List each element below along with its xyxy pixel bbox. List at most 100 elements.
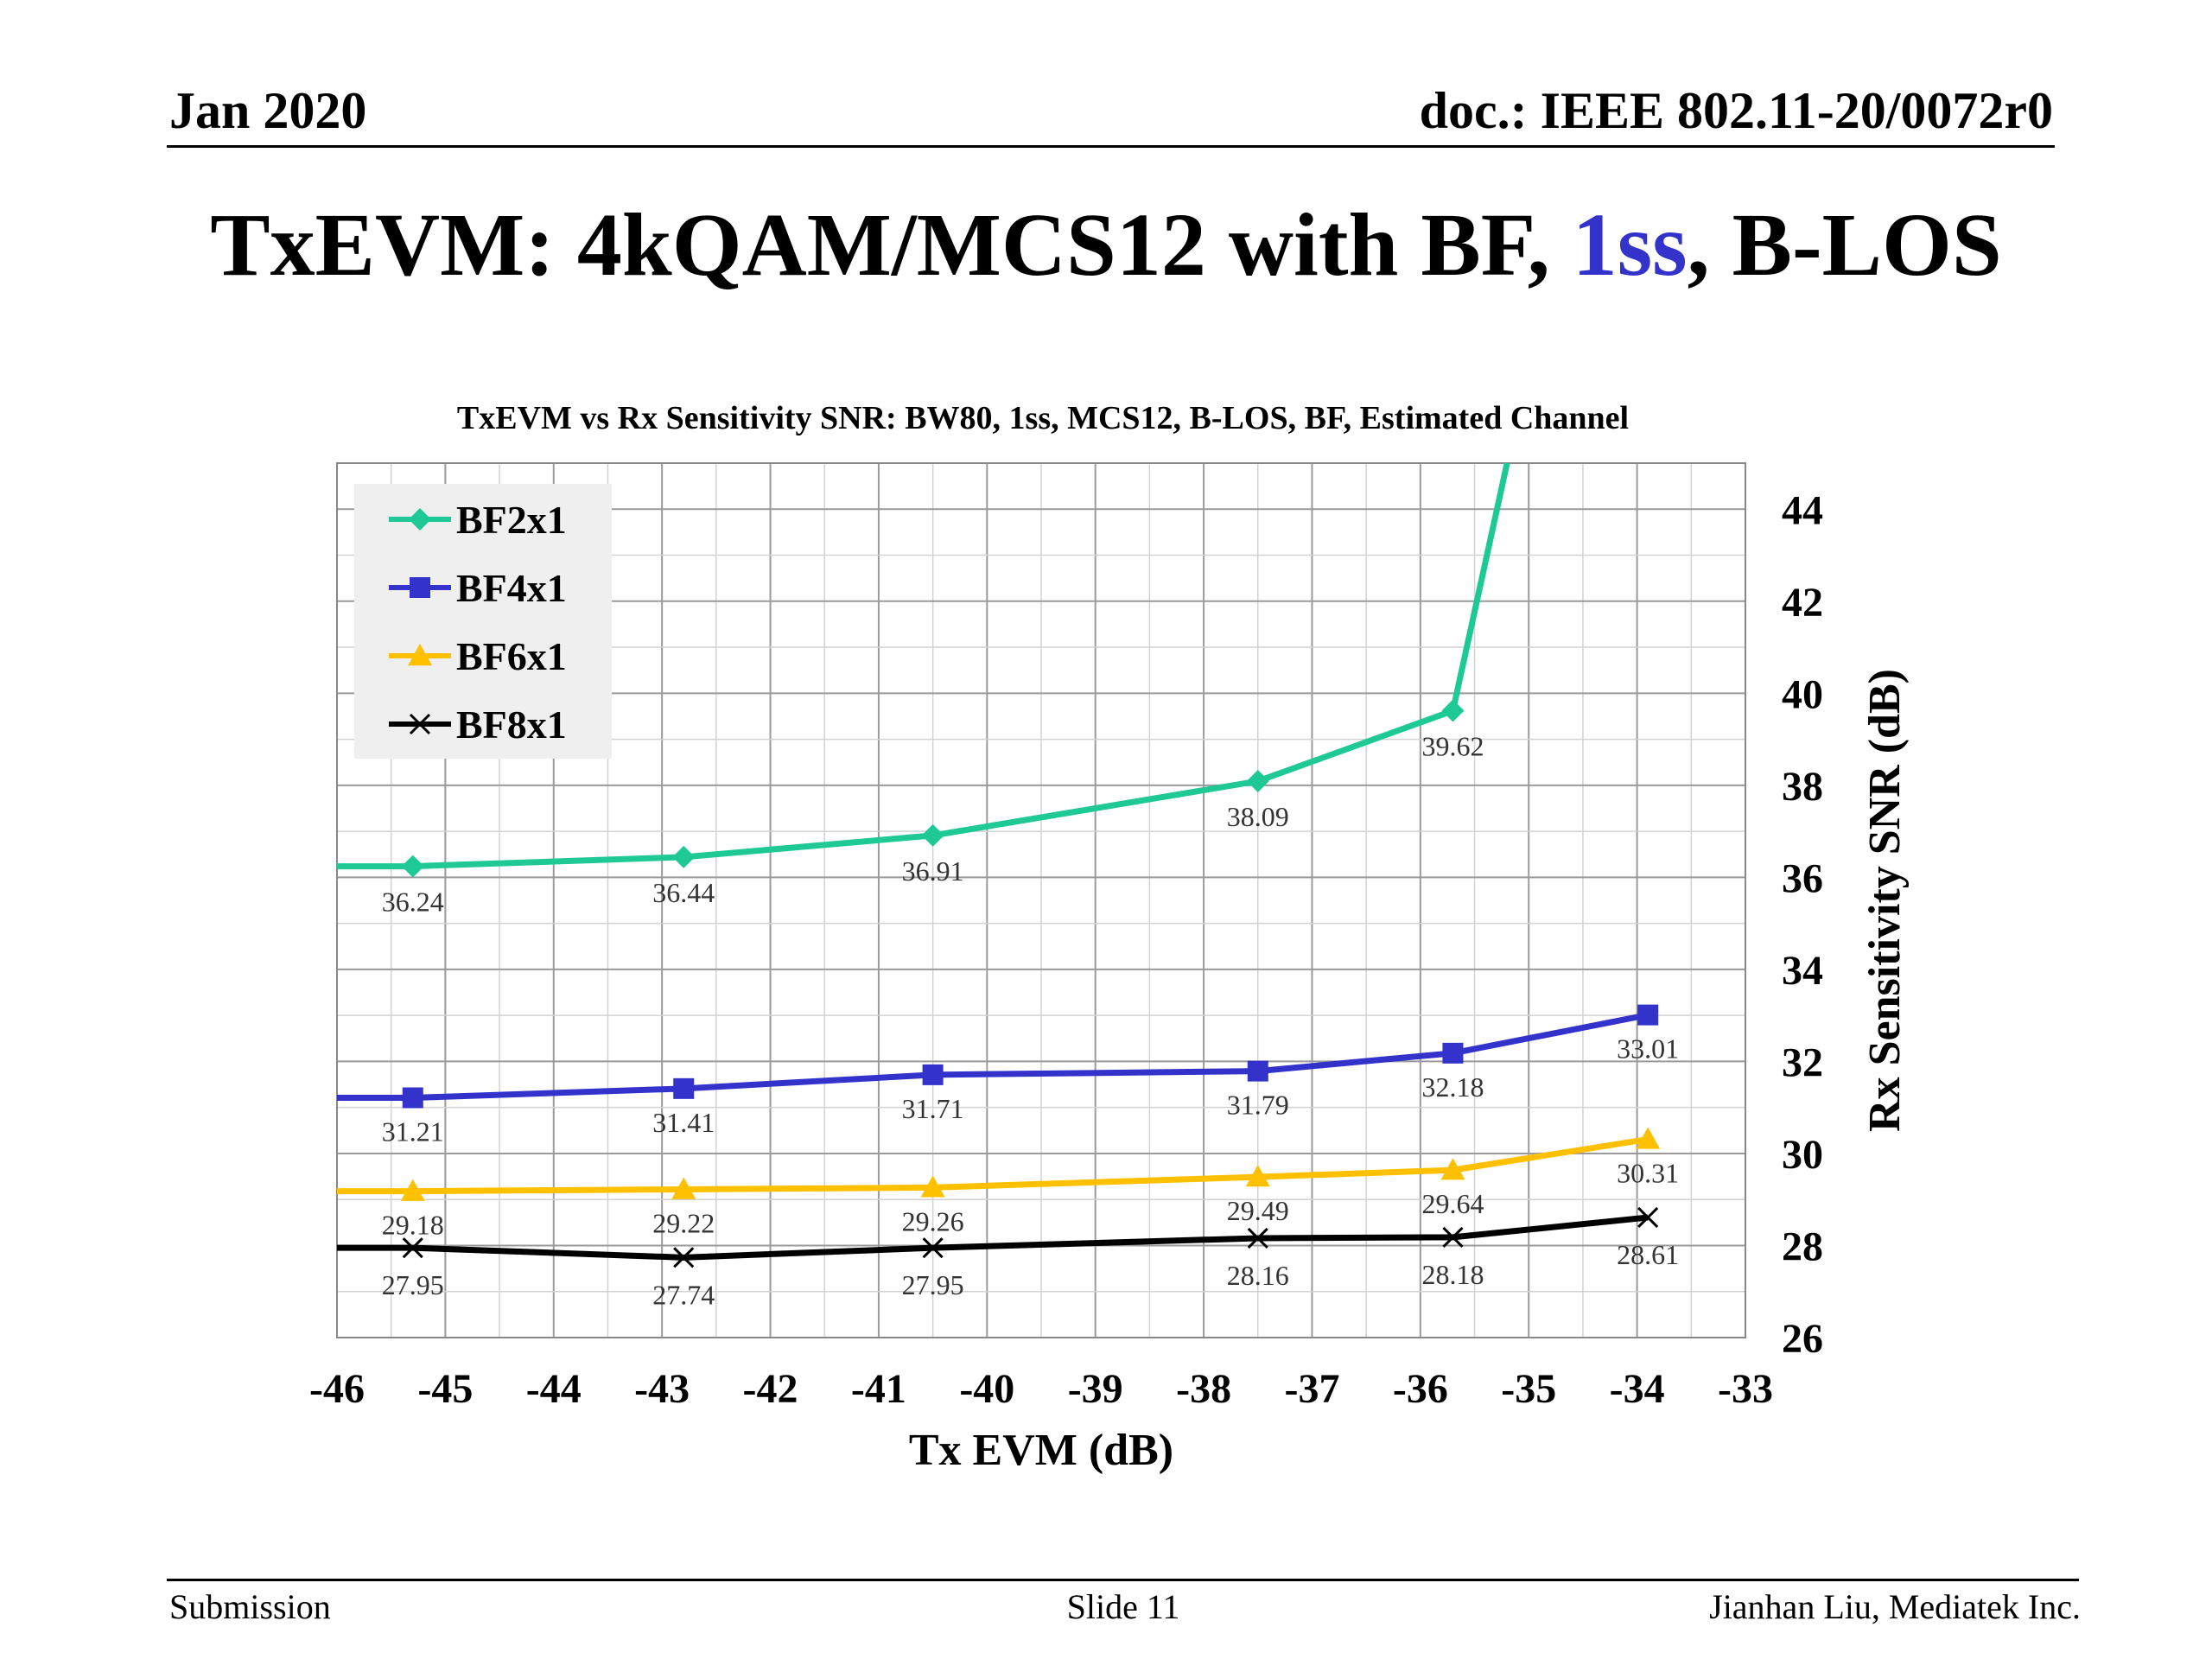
y-tick-label: 42	[1782, 580, 1823, 626]
data-label: 38.09	[1227, 801, 1289, 832]
y-tick-label: 34	[1782, 948, 1823, 994]
x-tick-label: -42	[743, 1366, 798, 1412]
data-point-triangle	[1440, 1158, 1465, 1180]
plot-area-border	[336, 462, 1746, 1338]
slide-title-accent: 1ss	[1572, 195, 1688, 295]
header-date: Jan 2020	[169, 82, 367, 139]
data-point-x	[1637, 1206, 1659, 1229]
legend-label: BF4x1	[456, 566, 567, 610]
x-axis-label: Tx EVM (dB)	[909, 1426, 1173, 1475]
data-point-x	[1442, 1226, 1464, 1248]
data-point-triangle	[671, 1177, 696, 1199]
data-point-square	[922, 1064, 944, 1085]
x-tick-label: -41	[851, 1366, 906, 1412]
y-tick-label: 32	[1782, 1039, 1823, 1085]
data-point-triangle	[1636, 1127, 1661, 1149]
data-label: 31.71	[902, 1093, 964, 1124]
data-label: 28.18	[1421, 1259, 1484, 1290]
slide-title-main: TxEVM: 4kQAM/MCS12 with BF,	[210, 195, 1573, 295]
footer-author: Jianhan Liu, Mediatek Inc.	[1709, 1587, 2081, 1626]
legend-label: BF8x1	[456, 702, 567, 747]
data-point-triangle	[408, 644, 432, 666]
x-tick-label: -44	[526, 1366, 582, 1412]
data-point-diamond	[1441, 699, 1465, 722]
data-point-diamond	[1246, 770, 1269, 793]
data-point-x	[673, 1247, 695, 1268]
x-tick-label: -46	[309, 1366, 365, 1412]
data-point-triangle	[400, 1179, 425, 1201]
data-label: 27.95	[902, 1269, 964, 1300]
data-label: 31.79	[1227, 1090, 1289, 1121]
data-label: 27.95	[382, 1269, 444, 1300]
footer-submission: Submission	[169, 1587, 331, 1626]
data-label: 29.22	[652, 1207, 715, 1238]
slide-title: TxEVM: 4kQAM/MCS12 with BF, 1ss, B-LOS	[0, 200, 2212, 290]
series-bf2x1: 36.24 36.44 36.91 38.09 39.62	[337, 463, 1510, 918]
chart-legend: BF2x1 BF4x1 BF6x1 BF8x1	[354, 484, 612, 759]
chart-series: 36.24 36.44 36.91 38.09 39.62 31.21 31.41 31.71…	[337, 463, 1679, 1310]
y-tick-label: 40	[1782, 671, 1823, 717]
y-tick-label: 30	[1782, 1132, 1823, 1178]
legend-item-bf2x1: BF2x1	[389, 498, 567, 542]
x-axis: -46 -45 -44 -43 -42 -41 -40 -39 -38 -37 -36 -35 -34 -…	[309, 1366, 1773, 1412]
data-point-triangle	[1245, 1165, 1270, 1187]
footer-slide-number: Slide 11	[1066, 1587, 1180, 1626]
data-point-square	[402, 1087, 423, 1109]
x-tick-label: -40	[959, 1366, 1014, 1412]
series-bf6x1: 29.18 29.22 29.26 29.49 29.64 30.31	[337, 1127, 1679, 1241]
x-tick-label: -43	[634, 1366, 690, 1412]
data-label: 36.24	[382, 887, 444, 918]
data-label: 31.21	[382, 1116, 444, 1147]
data-point-x	[1247, 1227, 1268, 1249]
data-label: 39.62	[1421, 731, 1484, 762]
data-label: 28.16	[1227, 1260, 1289, 1291]
x-tick-label: -39	[1068, 1366, 1123, 1412]
x-tick-label: -35	[1501, 1366, 1556, 1412]
data-label: 29.49	[1227, 1195, 1289, 1226]
data-point-square	[673, 1077, 695, 1099]
footer-divider	[167, 1579, 2079, 1581]
data-label: 30.31	[1617, 1157, 1679, 1188]
y-tick-label: 28	[1782, 1224, 1823, 1269]
data-point-square	[1247, 1060, 1268, 1082]
legend-item-bf8x1: BF8x1	[389, 702, 567, 747]
data-label: 27.74	[652, 1279, 715, 1310]
data-label: 32.18	[1421, 1071, 1484, 1103]
slide-title-tail: , B-LOS	[1687, 195, 2002, 295]
y-axis-label: Rx Sensitivity SNR (dB)	[1860, 669, 1910, 1132]
header-divider	[167, 145, 2055, 148]
chart-title: TxEVM vs Rx Sensitivity SNR: BW80, 1ss, …	[457, 400, 1629, 436]
legend-item-bf4x1: BF4x1	[389, 566, 567, 610]
data-label: 33.01	[1617, 1033, 1679, 1065]
data-label: 31.41	[652, 1107, 715, 1138]
data-label: 36.44	[652, 877, 715, 908]
data-label: 29.64	[1421, 1188, 1484, 1219]
data-point-diamond	[921, 823, 944, 847]
series-bf8x1: 27.95 27.74 27.95 28.16 28.18 28.61	[337, 1206, 1679, 1310]
x-tick-label: -33	[1718, 1366, 1773, 1412]
data-point-diamond	[672, 845, 696, 868]
legend-item-bf6x1: BF6x1	[389, 634, 567, 678]
data-point-square	[1442, 1042, 1464, 1064]
data-point-diamond	[409, 508, 431, 531]
x-tick-label: -38	[1176, 1366, 1231, 1412]
data-point-x	[409, 713, 431, 735]
data-point-square	[1637, 1004, 1659, 1026]
data-label: 29.26	[902, 1205, 964, 1236]
x-tick-label: -37	[1284, 1366, 1339, 1412]
header-doc-id: doc.: IEEE 802.11-20/0072r0	[1419, 82, 2053, 139]
legend-label: BF2x1	[456, 498, 567, 542]
y-tick-label: 36	[1782, 855, 1823, 901]
y-tick-label: 38	[1782, 764, 1823, 810]
data-point-x	[402, 1237, 423, 1259]
x-tick-label: -45	[417, 1366, 473, 1412]
y-tick-label: 26	[1782, 1316, 1823, 1362]
data-point-triangle	[920, 1175, 945, 1198]
data-point-diamond	[401, 855, 424, 878]
legend-label: BF6x1	[456, 634, 567, 678]
y-tick-label: 44	[1782, 487, 1823, 533]
y-axis: 26 28 30 32 34 36 38 40 42 44	[1782, 487, 1823, 1362]
x-tick-label: -36	[1393, 1366, 1448, 1412]
data-label: 29.18	[382, 1210, 444, 1241]
